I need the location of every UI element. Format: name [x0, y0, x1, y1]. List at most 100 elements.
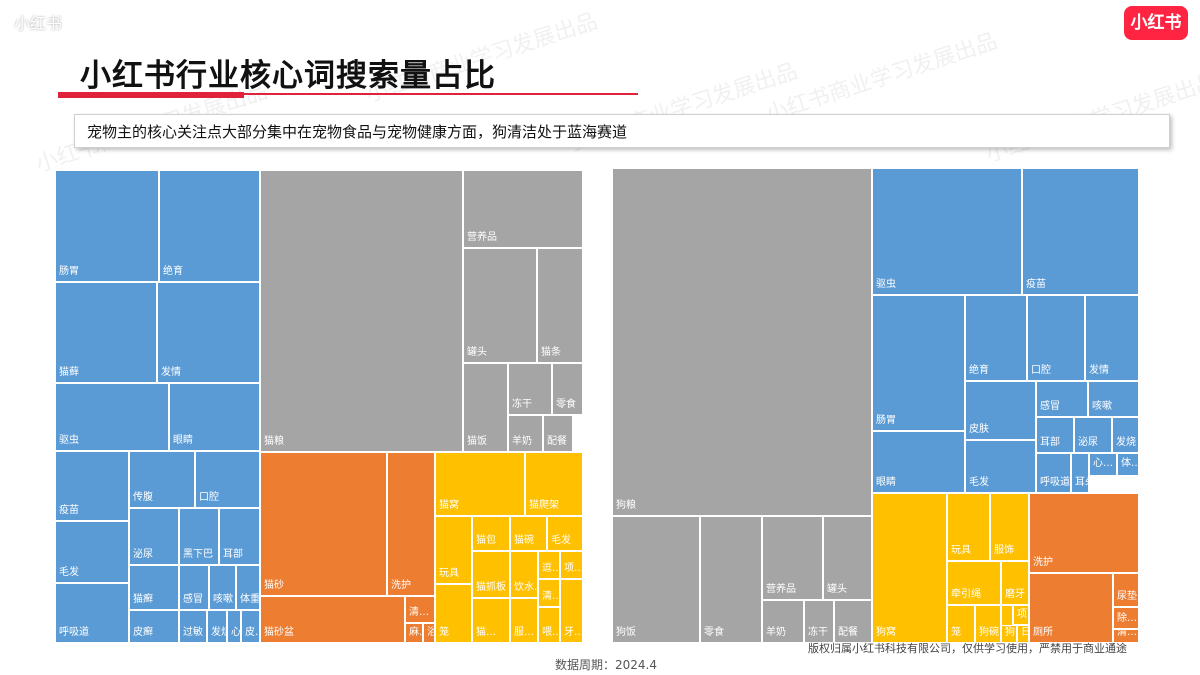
treemap-tile-label: 冻干 — [808, 627, 828, 638]
treemap-tile-label: 冻干 — [512, 399, 532, 410]
treemap-tile-label: 厕所 — [1033, 627, 1053, 638]
treemap-tile: 猫抓板 — [472, 551, 510, 598]
treemap-tile: 零食 — [552, 363, 583, 415]
treemap-tile-label: 猫藓 — [59, 367, 79, 378]
treemap-tile-label: 喂… — [542, 627, 560, 638]
treemap-tile: 洗护 — [1029, 493, 1139, 573]
treemap-tile-label: 零食 — [704, 627, 724, 638]
treemap-tile-label: 感冒 — [1040, 401, 1060, 412]
treemap-tile: 驱虫 — [55, 383, 169, 451]
treemap-tile-label: 磨牙 — [1005, 589, 1025, 600]
treemap-tile: 耳朵 — [1071, 453, 1089, 493]
treemap-tile: 清… — [538, 579, 560, 607]
treemap-tile: 体重 — [236, 565, 260, 610]
treemap-tile-label: 牙… — [564, 627, 583, 638]
treemap-tile: 呼吸道 — [55, 583, 129, 643]
treemap-tile: 过敏 — [179, 610, 207, 643]
treemap-tile: 厕所 — [1029, 573, 1113, 643]
treemap-tile: 黑下巴 — [179, 508, 219, 565]
treemap-tile: 逗… — [538, 551, 560, 579]
treemap-tile-label: 耳部 — [223, 549, 243, 560]
treemap-tile: 猫爬架 — [525, 452, 583, 516]
treemap-tile: 皮… — [241, 610, 260, 643]
treemap-tile-label: 驱虫 — [876, 279, 896, 290]
treemap-tile: 口腔 — [1027, 295, 1085, 381]
treemap-tile-label: 浴… — [427, 627, 434, 638]
data-period: 数据周期：2024.4 — [555, 658, 657, 672]
treemap-tile: 感冒 — [179, 565, 209, 610]
treemap-tile-label: 猫爬架 — [529, 500, 559, 511]
treemap-tile-label: 罐头 — [467, 347, 487, 358]
treemap-tile: 泌尿 — [1074, 417, 1112, 453]
treemap-tile-label: 传腹 — [133, 492, 153, 503]
treemap-tile-label: 泌尿 — [1078, 437, 1098, 448]
treemap-tile: 猫包 — [472, 516, 510, 551]
treemap-tile-label: 口腔 — [199, 492, 219, 503]
treemap-tile: 毛发 — [55, 521, 129, 583]
treemap-tile-label: 耳部 — [1040, 437, 1060, 448]
treemap-tile: 泌尿 — [129, 508, 179, 565]
treemap-tile-label: 耳朵 — [1075, 477, 1088, 488]
treemap-tile-label: 皮肤 — [969, 424, 989, 435]
treemap-tile-label: 发情 — [1089, 365, 1109, 376]
treemap-tile: 除… — [1113, 607, 1139, 629]
treemap-tile: 罐头 — [823, 516, 872, 600]
treemap-tile-label: 口腔 — [1031, 365, 1051, 376]
treemap-tile: 猫碗 — [510, 516, 547, 551]
treemap-tile-label: 饮水… — [514, 582, 537, 593]
treemap-tile-label: 绝育 — [969, 365, 989, 376]
treemap-tile: 猫藓 — [55, 282, 157, 383]
treemap-tile: 冻干 — [804, 600, 834, 643]
treemap-tile-label: 狗粮 — [616, 500, 636, 511]
xiaohongshu-logo: 小红书 — [1124, 6, 1188, 40]
treemap-tile: 饮水… — [510, 551, 538, 598]
treemap-tile-label: 猫… — [476, 627, 496, 638]
title-underline — [58, 93, 638, 95]
treemap-tile: 玩具 — [435, 516, 472, 584]
treemap-tile-label: 猫窝 — [439, 500, 459, 511]
treemap-tile: 羊奶 — [762, 600, 804, 643]
treemap-tile: 传腹 — [129, 451, 195, 508]
treemap-tile-label: 绝育 — [163, 266, 183, 277]
treemap-tile-label: 呼吸道 — [1040, 477, 1070, 488]
treemap-tile: 配餐 — [543, 415, 573, 452]
treemap-tile-label: 零食 — [556, 399, 576, 410]
treemap-tile-label: 体… — [1121, 458, 1139, 469]
treemap-tile-label: 狗饭 — [616, 627, 636, 638]
copyright-text: 版权归属小红书科技有限公司，仅供学习使用，严禁用于商业通途 — [808, 642, 1127, 655]
treemap-tile-label: 体重 — [240, 594, 260, 605]
treemap-tile: 驱虫 — [872, 168, 1022, 295]
treemap-tile: 口腔 — [195, 451, 260, 508]
treemap-tile-label: 营养品 — [467, 232, 497, 243]
treemap-tile-label: 猫粮 — [264, 436, 284, 447]
cat-treemap: 猫健康肠胃绝育猫藓发情驱虫眼睛疫苗毛发呼吸道传腹口腔泌尿黑下巴耳部猫癣感冒咳嗽体… — [55, 170, 583, 643]
treemap-tile: 猫窝 — [435, 452, 525, 516]
treemap-tile-label: 过敏 — [183, 627, 203, 638]
treemap-tile-label: 服… — [514, 627, 534, 638]
treemap-tile-label: 清… — [1117, 629, 1137, 638]
treemap-tile: 羊奶 — [508, 415, 543, 452]
subtitle-box: 宠物主的核心关注点大部分集中在宠物食品与宠物健康方面，狗清洁处于蓝海赛道 — [74, 114, 1170, 148]
treemap-tile: 配餐 — [834, 600, 872, 643]
treemap-tile-label: 猫包 — [476, 535, 496, 546]
treemap-tile: 发烧 — [1112, 417, 1139, 453]
treemap-tile: 心… — [227, 610, 241, 643]
treemap-tile: 发烧 — [207, 610, 227, 643]
treemap-tile: 日… — [1017, 625, 1029, 643]
treemap-tile-label: 清… — [542, 591, 560, 602]
treemap-tile: 喂… — [538, 607, 560, 643]
treemap-tile: 耳部 — [1036, 417, 1074, 453]
treemap-tile-label: 营养品 — [766, 584, 796, 595]
treemap-tile: 体… — [1117, 453, 1139, 476]
treemap-tile: 笼 — [435, 584, 472, 643]
treemap-tile: 狗… — [1001, 625, 1017, 643]
treemap-tile: 呼吸道 — [1036, 453, 1071, 493]
treemap-tile: 服… — [510, 598, 538, 643]
treemap-tile: 牙… — [560, 579, 583, 643]
treemap-tile: 猫砂 — [260, 452, 387, 596]
page-title: 小红书行业核心词搜索量占比 — [80, 58, 496, 94]
watermark: 小红书商业学习发展出品 — [762, 29, 1001, 128]
treemap-tile: 绝育 — [965, 295, 1027, 381]
treemap-tile-label: 玩具 — [951, 545, 971, 556]
treemap-tile: 营养品 — [463, 170, 583, 248]
